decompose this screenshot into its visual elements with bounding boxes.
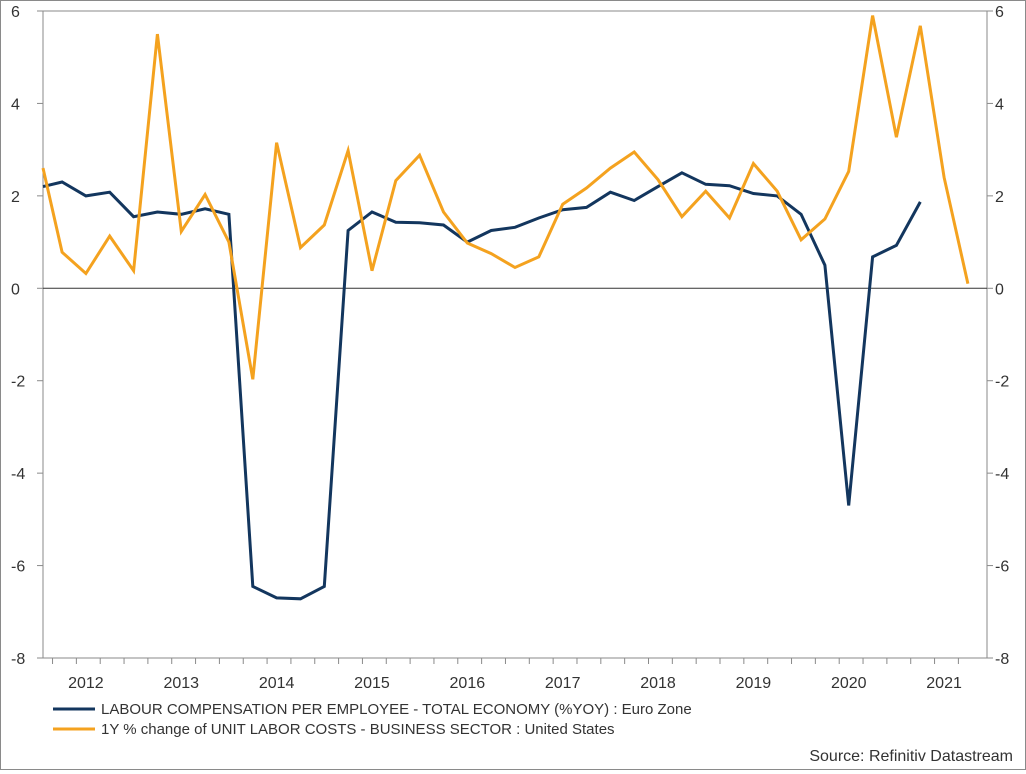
- x-tick-label: 2016: [450, 675, 486, 692]
- left-y-tick-label: -6: [11, 559, 25, 576]
- left-y-tick-label: -8: [11, 651, 25, 668]
- plot-area: [42, 10, 988, 659]
- left-y-tick-label: 6: [11, 4, 20, 21]
- legend-label-united-states: 1Y % change of UNIT LABOR COSTS - BUSINE…: [101, 721, 615, 738]
- x-tick-label: 2013: [163, 675, 199, 692]
- x-tick-label: 2021: [926, 675, 962, 692]
- left-y-axis: -8 -6 -4 -2 0 2 4 6: [11, 4, 43, 668]
- x-axis: 2012 2013 2014 2015 2016 2017 2018 2019 2020 2021: [52, 658, 962, 692]
- x-tick-label: 2014: [259, 675, 295, 692]
- plot-border: [42, 10, 988, 659]
- left-y-tick-label: 4: [11, 96, 20, 113]
- x-tick-label: 2018: [640, 675, 676, 692]
- right-y-tick-label: -4: [995, 466, 1009, 483]
- legend-label-euro-zone: LABOUR COMPENSATION PER EMPLOYEE - TOTAL…: [101, 701, 692, 718]
- source-note: Source: Refinitiv Datastream: [809, 748, 1013, 765]
- right-y-tick-label: 6: [995, 4, 1004, 21]
- left-y-tick-label: -2: [11, 374, 25, 391]
- x-tick-label: 2015: [354, 675, 390, 692]
- x-tick-label: 2012: [68, 675, 104, 692]
- series-line-united-states: [41, 15, 970, 380]
- left-y-tick-label: 2: [11, 189, 20, 206]
- right-y-tick-label: -2: [995, 374, 1009, 391]
- right-y-tick-label: -6: [995, 559, 1009, 576]
- legend: LABOUR COMPENSATION PER EMPLOYEE - TOTAL…: [53, 701, 692, 738]
- right-y-tick-label: 0: [995, 281, 1004, 298]
- series-group: [41, 15, 970, 601]
- right-y-tick-label: 4: [995, 96, 1004, 113]
- x-tick-label: 2020: [831, 675, 867, 692]
- left-y-tick-label: -4: [11, 466, 25, 483]
- right-y-tick-label: -8: [995, 651, 1009, 668]
- series-line-euro-zone: [42, 171, 922, 601]
- x-tick-label: 2017: [545, 675, 581, 692]
- right-y-tick-label: 2: [995, 189, 1004, 206]
- left-y-tick-label: 0: [11, 281, 20, 298]
- x-tick-label: 2019: [736, 675, 772, 692]
- right-y-axis: -8 -6 -4 -2 0 2 4 6: [987, 4, 1009, 668]
